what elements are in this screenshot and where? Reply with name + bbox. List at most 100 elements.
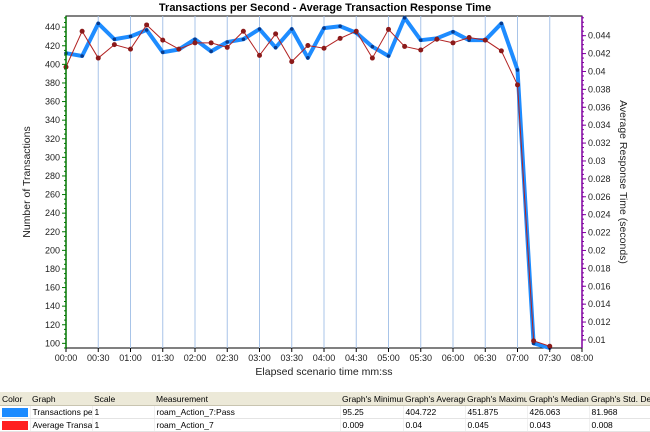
y-tick-label: 140 bbox=[45, 301, 60, 311]
x-tick-label: 02:30 bbox=[216, 353, 239, 363]
chart-title: Transactions per Second - Average Transa… bbox=[159, 2, 491, 14]
x-tick-label: 07:30 bbox=[538, 353, 561, 363]
transactions-point bbox=[80, 54, 84, 58]
y2-tick-label: 0.042 bbox=[588, 49, 611, 59]
transactions-point bbox=[451, 30, 455, 34]
y-tick-label: 100 bbox=[45, 338, 60, 348]
transactions-point bbox=[112, 37, 117, 42]
transactions-point bbox=[273, 45, 278, 50]
response-time-point bbox=[515, 82, 520, 88]
x-axis-label: Elapsed scenario time mm:ss bbox=[255, 366, 392, 378]
y2-tick-label: 0.01 bbox=[588, 335, 606, 345]
y2-tick-label: 0.044 bbox=[588, 31, 611, 41]
legend-median-cell: 0.043 bbox=[527, 418, 590, 432]
legend-measurement-cell: roam_Action_7:Pass bbox=[154, 405, 341, 419]
y-tick-label: 220 bbox=[45, 227, 60, 237]
legend-header-std[interactable]: Graph's Std. Deviation bbox=[589, 392, 650, 406]
legend-min-cell: 0.009 bbox=[340, 418, 404, 432]
y-tick-label: 280 bbox=[45, 171, 60, 181]
legend-max-cell: 451.875 bbox=[465, 405, 528, 419]
legend-header-graph[interactable]: Graph bbox=[30, 392, 92, 406]
legend-color-cell bbox=[0, 405, 31, 419]
y-tick-label: 180 bbox=[45, 264, 60, 274]
transactions-point bbox=[306, 56, 310, 60]
transactions-point bbox=[499, 21, 504, 26]
y2-tick-label: 0.016 bbox=[588, 281, 611, 291]
series-layer bbox=[63, 15, 553, 350]
response-time-point bbox=[482, 37, 488, 43]
legend-scale-cell: 1 bbox=[92, 405, 155, 419]
response-time-point bbox=[128, 46, 133, 52]
legend-header-maximum[interactable]: Graph's Maximum bbox=[465, 392, 527, 406]
response-time-point bbox=[450, 40, 456, 46]
transactions-point bbox=[128, 34, 133, 39]
transactions-point bbox=[144, 28, 149, 32]
response-time-point bbox=[224, 44, 230, 50]
transactions-point bbox=[418, 38, 423, 42]
y-tick-label: 320 bbox=[45, 134, 60, 144]
response-time-point bbox=[176, 46, 182, 52]
response-time-point bbox=[257, 52, 262, 58]
chart: Transactions per Second - Average Transa… bbox=[21, 2, 629, 378]
transactions-point bbox=[96, 21, 101, 26]
legend-min-cell: 95.25 bbox=[340, 405, 404, 419]
y-tick-label: 120 bbox=[45, 320, 60, 330]
x-tick-label: 05:00 bbox=[377, 353, 400, 363]
response-time-point bbox=[95, 55, 101, 61]
legend-row[interactable]: Transactions per Second 1 roam_Action_7:… bbox=[0, 405, 650, 419]
response-time-point bbox=[144, 22, 150, 28]
y-tick-label: 260 bbox=[45, 190, 60, 200]
transactions-point bbox=[193, 37, 197, 42]
legend-swatch bbox=[2, 420, 28, 430]
y2-tick-label: 0.022 bbox=[588, 228, 611, 238]
response-time-point bbox=[386, 26, 391, 32]
response-time-point bbox=[337, 35, 343, 41]
response-time-point bbox=[111, 42, 117, 48]
x-tick-label: 03:00 bbox=[248, 353, 271, 363]
y2-tick-label: 0.026 bbox=[588, 192, 611, 202]
legend-median-cell: 426.063 bbox=[527, 405, 590, 419]
transactions-point bbox=[515, 68, 520, 72]
x-tick-label: 00:00 bbox=[55, 353, 78, 363]
y2-tick-label: 0.028 bbox=[588, 174, 611, 184]
legend-header-measurement[interactable]: Measurement bbox=[154, 392, 340, 406]
y2-tick-label: 0.018 bbox=[588, 263, 611, 273]
x-tick-label: 04:00 bbox=[313, 353, 336, 363]
legend-avg-cell: 0.04 bbox=[403, 418, 466, 432]
x-tick-label: 06:30 bbox=[474, 353, 497, 363]
response-time-point bbox=[531, 338, 537, 344]
response-time-point bbox=[498, 48, 504, 54]
y2-tick-label: 0.03 bbox=[588, 156, 606, 166]
transactions-point bbox=[257, 27, 262, 31]
response-time-point bbox=[192, 40, 198, 46]
legend-header-average[interactable]: Graph's Average bbox=[403, 392, 465, 406]
legend-header-median[interactable]: Graph's Median bbox=[527, 392, 589, 406]
legend-header-minimum[interactable]: Graph's Minimum bbox=[340, 392, 403, 406]
response-time-point bbox=[369, 55, 375, 61]
y2-tick-label: 0.036 bbox=[588, 102, 611, 112]
y2-tick-label: 0.02 bbox=[588, 245, 606, 255]
legend-std-cell: 81.968 bbox=[589, 405, 650, 419]
response-time-point bbox=[418, 47, 424, 53]
transactions-point bbox=[209, 49, 213, 54]
transactions-point bbox=[241, 37, 246, 42]
transactions-point bbox=[338, 24, 342, 29]
response-time-point bbox=[321, 45, 327, 51]
y2-tick-label: 0.032 bbox=[588, 138, 611, 148]
response-time-point bbox=[547, 343, 553, 349]
legend-header-scale[interactable]: Scale bbox=[92, 392, 154, 406]
response-time-point bbox=[160, 37, 166, 43]
y-tick-label: 400 bbox=[45, 59, 60, 69]
y-axis-label: Number of Transactions bbox=[21, 126, 33, 237]
y-tick-label: 380 bbox=[45, 78, 60, 88]
y-tick-label: 240 bbox=[45, 208, 60, 218]
response-time-point bbox=[434, 36, 440, 42]
y2-tick-label: 0.034 bbox=[588, 120, 611, 130]
y-tick-label: 440 bbox=[45, 22, 60, 32]
transactions-point bbox=[225, 40, 230, 44]
y2-tick-label: 0.014 bbox=[588, 299, 611, 309]
legend-header-color[interactable]: Color bbox=[0, 392, 30, 406]
y-tick-label: 360 bbox=[45, 97, 60, 107]
axis-layer: 00:00 00:30 01:00 01:30 02:00 02:30 03:00 03:30… bbox=[45, 16, 611, 363]
transactions-point bbox=[289, 27, 294, 31]
